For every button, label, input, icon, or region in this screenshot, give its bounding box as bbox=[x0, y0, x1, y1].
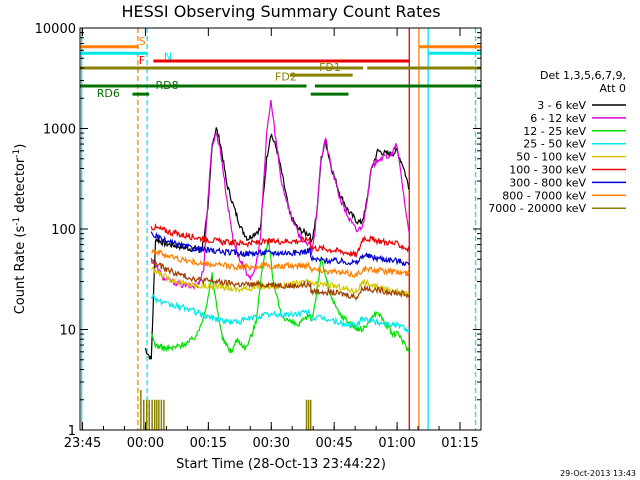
chart-title: HESSI Observing Summary Count Rates bbox=[121, 2, 440, 21]
y-label-end: ) bbox=[13, 144, 28, 149]
series-line-3 bbox=[150, 293, 410, 334]
legend-label-8: 7000 - 20000 keV bbox=[488, 202, 586, 215]
x-axis-label: Start Time (28-Oct-13 23:44:22) bbox=[176, 457, 386, 472]
flag-label-s: S bbox=[139, 35, 146, 48]
legend-header-1: Det 1,3,5,6,7,9, bbox=[540, 69, 626, 82]
legend-label-1: 6 - 12 keV bbox=[530, 112, 586, 125]
y-tick-label-2: 100 bbox=[51, 223, 76, 238]
x-tick-label-3: 00:30 bbox=[253, 436, 290, 451]
series-line-8 bbox=[150, 258, 410, 302]
flag-label-n: N bbox=[164, 51, 172, 64]
y-label-main: Count Rate (s bbox=[13, 226, 28, 315]
legend-header-2: Att 0 bbox=[600, 82, 626, 95]
x-tick-label-0: 23:45 bbox=[64, 436, 101, 451]
x-tick-label-6: 01:15 bbox=[441, 436, 478, 451]
x-tick-label-2: 00:15 bbox=[190, 436, 227, 451]
y-axis-label: Count Rate (s-1 detector-1) bbox=[12, 144, 28, 315]
flag-label-rd8: RD8 bbox=[156, 79, 179, 92]
series-line-7 bbox=[151, 248, 410, 279]
plot-area: S N F FD1 FD2 RD8 RD6 bbox=[80, 28, 481, 430]
y-label-mid: detector bbox=[13, 157, 28, 217]
flag-label-rd6: RD6 bbox=[97, 87, 120, 100]
timestamp-stamp: 29-Oct-2013 13:43 bbox=[560, 469, 636, 478]
legend-label-0: 3 - 6 keV bbox=[537, 99, 586, 112]
series-line-0 bbox=[144, 127, 410, 360]
legend-label-4: 50 - 100 keV bbox=[516, 151, 586, 164]
flag-label-fd1: FD1 bbox=[319, 61, 341, 74]
y-tick-label-1: 10 bbox=[59, 324, 76, 339]
x-axis: 23:45 00:00 00:15 00:30 00:45 01:00 01:15 bbox=[64, 28, 479, 451]
legend-label-2: 12 - 25 keV bbox=[523, 125, 586, 138]
plot-frame bbox=[79, 27, 482, 431]
legend-label-6: 300 - 800 keV bbox=[509, 176, 586, 189]
y-label-sup1: -1 bbox=[12, 217, 22, 226]
y-tick-label-3: 1000 bbox=[43, 123, 76, 138]
legend-label-5: 100 - 300 keV bbox=[509, 164, 586, 177]
flag-label-f: F bbox=[139, 54, 145, 67]
x-tick-label-1: 00:00 bbox=[127, 436, 164, 451]
flag-label-fd2: FD2 bbox=[275, 70, 297, 83]
series-line-5 bbox=[150, 222, 410, 258]
legend-label-3: 25 - 50 keV bbox=[523, 138, 586, 151]
y-label-sup2: -1 bbox=[12, 149, 22, 158]
y-tick-label-0: 1 bbox=[68, 424, 76, 439]
y-axis: 1 10 100 1000 10000 bbox=[35, 22, 481, 439]
x-tick-label-5: 01:00 bbox=[378, 436, 415, 451]
series-line-6 bbox=[150, 231, 410, 267]
legend-label-7: 800 - 7000 keV bbox=[502, 189, 586, 202]
x-tick-label-4: 00:45 bbox=[315, 436, 352, 451]
y-tick-label-4: 10000 bbox=[35, 22, 76, 37]
